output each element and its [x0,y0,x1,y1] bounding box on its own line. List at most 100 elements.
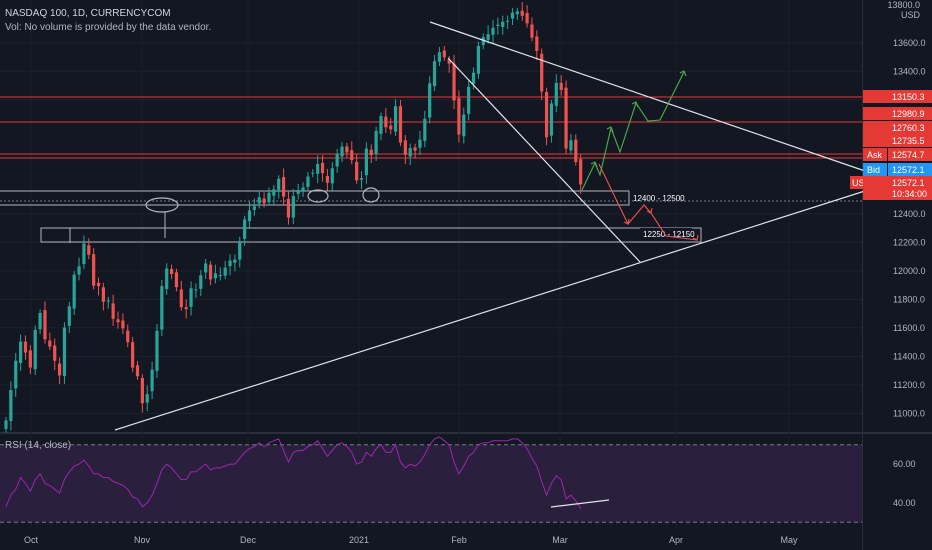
candle-body [286,198,291,218]
price-tick-label: 13600.0 [893,38,926,48]
volume-note: Vol: No volume is provided by the data v… [5,22,212,33]
candle-body [442,50,446,58]
candle-body [208,264,213,280]
candle-body [457,98,461,135]
time-tick-label: 2021 [349,535,369,545]
rsi-tick-label: 60.00 [893,459,916,469]
red-arrowhead [692,234,699,241]
candle-body [535,36,539,51]
candle-body [520,10,524,16]
price-tick-label: 13400.0 [893,66,926,76]
support-zones: 12400 - 12500 12250 - 12150 [0,190,862,243]
candle-body [277,178,281,190]
rsi-background [0,444,862,523]
zone-label: 12400 - 12500 [633,194,685,203]
green-arrowhead [679,70,687,77]
time-tick-label: Oct [24,535,39,545]
candle-body [355,161,359,181]
bid-label: Bid [867,165,880,175]
time-tick-label: Apr [669,535,683,545]
candle-body [432,61,437,87]
candle-body [335,154,339,167]
time-tick-label: Nov [134,535,151,545]
level-badge [863,134,932,147]
rising-trendline [114,189,869,431]
time-tick-label: Mar [552,535,568,545]
candle-body [121,320,125,329]
candle-body [530,24,534,38]
candle-body [579,159,583,185]
green-arrowhead [631,101,639,108]
ask-label-bg [863,148,887,161]
falling-trendline [429,21,869,173]
ask-value: 12574.7 [892,150,925,160]
candle-body [296,190,300,194]
candle-body [394,106,398,132]
bid-value-bg [888,163,932,176]
candle-body [131,342,135,368]
candle-body [320,162,325,174]
candle-body [179,289,183,308]
time-axis: Oct Nov Dec 2021 Feb Mar Apr May [24,535,798,545]
candle-body [384,116,388,128]
candle-body [379,116,383,134]
candle-body [48,340,52,347]
candle-body [243,219,247,239]
candle-body [330,168,334,184]
price-tick-label: 12000.0 [893,266,926,276]
candlesticks [4,1,583,433]
candle-body [257,197,261,204]
candle-body [364,148,368,176]
candle-body [140,377,144,404]
candle-body [213,273,218,279]
drawings [69,21,869,431]
currency-unit: USD [900,10,920,20]
candle-body [413,147,417,151]
candle-body [398,106,403,143]
candle-body [316,164,320,174]
countdown: 10:34:00 [892,189,927,199]
candle-body [218,275,222,277]
candle-body [325,175,330,183]
candle-body [272,189,276,196]
candle-body [67,306,71,326]
last-price-bg [863,176,932,200]
candle-body [403,140,407,155]
price-tick-label: 11400.0 [893,351,925,361]
candle-body [374,131,378,154]
candle-body [62,327,67,376]
price-tick-label: 12400.0 [893,209,926,219]
candle-body [418,139,422,148]
candle-body [462,114,466,137]
level-badge [863,107,932,120]
candle-body [267,192,271,203]
candle-body [306,176,310,187]
rsi-tick-label: 40.00 [893,498,916,508]
candle-body [33,329,37,370]
candle-body [145,394,149,403]
candle-body [96,282,101,287]
rsi-label: RSI (14, close) [5,440,72,451]
price-tick-label: 11200.0 [893,380,925,390]
candle-body [291,196,295,218]
candle-body [262,198,266,204]
level-badge-label: 12760.3 [892,123,925,133]
candle-body [340,146,344,157]
candle-body [82,243,86,265]
highlight-ellipse [307,189,329,203]
candle-body [574,139,578,162]
candle-body [43,310,47,340]
price-badges: 13150.3 12980.9 12760.3 12735.5 Ask 12574.7 Bi… [850,90,932,200]
level-badge [863,90,932,103]
ask-label: Ask [867,150,883,160]
price-tick-label: 12200.0 [893,237,926,247]
candle-body [476,46,480,74]
candle-body [301,187,305,192]
rsi-trendline [550,499,610,508]
candle-body [106,300,110,302]
green-projection-path [581,71,685,191]
candle-body [23,341,28,353]
candle-body [199,275,203,289]
candle-body [525,12,529,24]
